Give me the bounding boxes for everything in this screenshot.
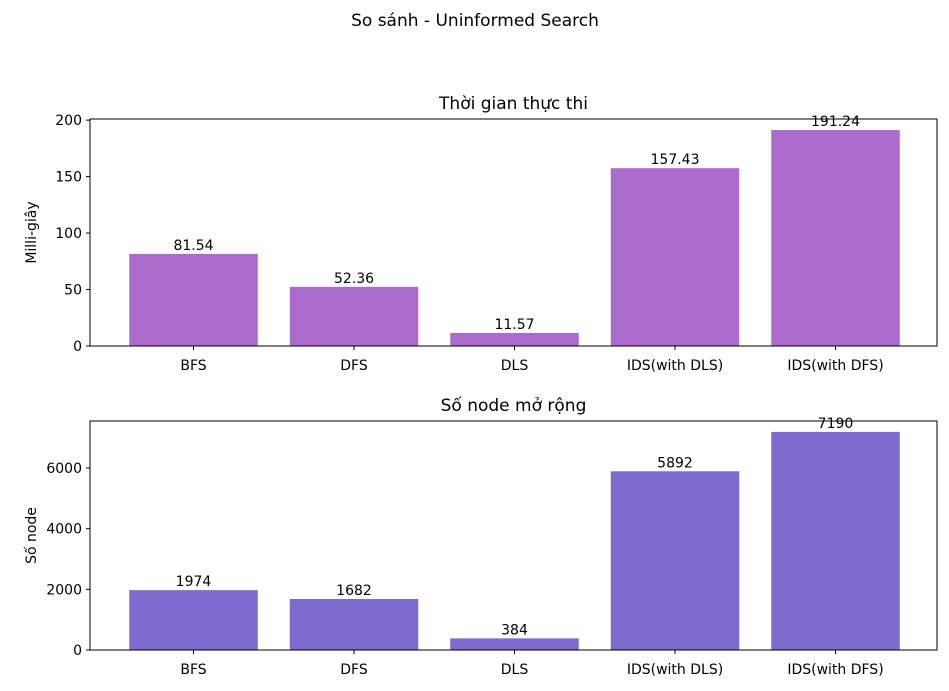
y-axis-label: Milli-giây — [24, 201, 40, 263]
chart-panels: Thời gian thực thi Milli-giây 81.54 BFS 52.3… — [23, 94, 937, 678]
y-tick-label: 200 — [55, 113, 82, 129]
bar-IDS(with DFS) — [771, 432, 900, 650]
bar-BFS — [129, 254, 258, 346]
chart-title: Số node mở rộng — [441, 395, 587, 416]
bar-DLS — [450, 638, 579, 650]
data-label: 52.36 — [334, 271, 374, 287]
data-label: 157.43 — [651, 152, 700, 168]
x-tick-label: IDS(with DLS) — [627, 662, 723, 678]
data-label: 5892 — [657, 455, 693, 471]
bar-DFS — [290, 287, 419, 346]
data-label: 7190 — [818, 416, 854, 432]
x-tick-label: DFS — [340, 662, 368, 678]
chart-title: Thời gian thực thi — [438, 94, 588, 114]
x-tick-label: DLS — [501, 358, 529, 374]
bar-IDS(with DFS) — [771, 130, 900, 346]
data-label: 191.24 — [811, 114, 860, 130]
x-tick-label: IDS(with DFS) — [787, 358, 883, 374]
bar-DLS — [450, 333, 579, 346]
x-tick-label: BFS — [180, 358, 206, 374]
data-label: 81.54 — [173, 238, 213, 254]
data-label: 1682 — [336, 583, 372, 599]
data-label: 1974 — [176, 574, 212, 590]
y-tick-label: 100 — [55, 226, 82, 242]
y-tick-label: 150 — [55, 170, 82, 186]
bar-IDS(with DLS) — [611, 168, 740, 346]
y-tick-label: 50 — [64, 283, 82, 299]
bar-DFS — [290, 599, 419, 650]
bar-IDS(with DLS) — [611, 471, 740, 650]
y-tick-label: 0 — [73, 339, 82, 355]
y-axis-label: Số node — [23, 507, 40, 564]
figure-title: So sánh - Uninformed Search — [351, 11, 599, 31]
x-tick-label: IDS(with DLS) — [627, 358, 723, 374]
x-tick-label: IDS(with DFS) — [787, 662, 883, 678]
data-label: 384 — [501, 622, 528, 638]
data-label: 11.57 — [494, 317, 534, 333]
bar-BFS — [129, 590, 258, 650]
x-tick-label: BFS — [180, 662, 206, 678]
y-tick-label: 4000 — [46, 522, 82, 538]
y-tick-label: 2000 — [46, 582, 82, 598]
x-tick-label: DLS — [501, 662, 529, 678]
x-tick-label: DFS — [340, 358, 368, 374]
y-tick-label: 6000 — [46, 461, 82, 477]
chart-panel-0: Thời gian thực thi Milli-giây 81.54 BFS 52.3… — [24, 94, 937, 374]
chart-panel-1: Số node mở rộng Số node 1974 BFS 1682 DFS 384 D… — [23, 395, 937, 678]
y-tick-label: 0 — [73, 643, 82, 659]
